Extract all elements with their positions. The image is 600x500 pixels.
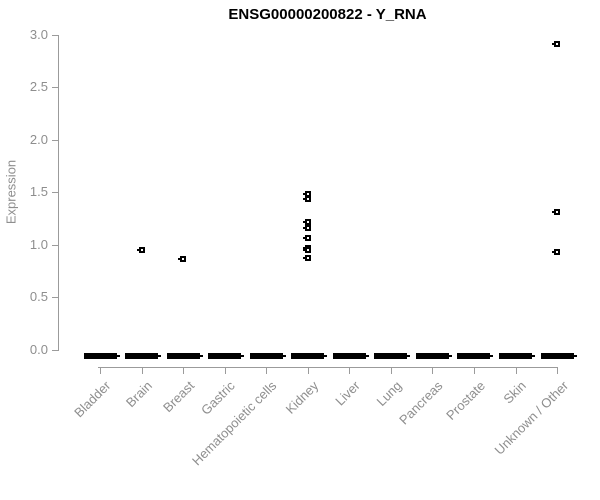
x-axis-category-label: Brain <box>123 378 156 411</box>
x-axis-tick <box>183 368 185 374</box>
data-point-marker <box>302 191 311 198</box>
y-axis-tick <box>52 349 58 351</box>
data-point-marker <box>302 196 311 203</box>
data-point-marker <box>552 208 561 215</box>
x-axis-tick <box>307 368 309 374</box>
y-axis-tick <box>52 297 58 298</box>
y-axis-tick-label: 2.0 <box>29 131 48 147</box>
x-axis-line <box>98 367 558 368</box>
y-axis-tick <box>52 87 58 88</box>
zero-expression-cluster <box>291 352 328 359</box>
data-point-marker <box>178 256 187 263</box>
x-axis-category-label: Unknown / Other <box>491 378 571 458</box>
x-axis-tick <box>557 368 559 374</box>
zero-expression-cluster <box>457 352 494 359</box>
x-axis-tick <box>224 368 226 374</box>
x-axis-tick <box>141 368 143 374</box>
x-axis-tick <box>349 368 351 374</box>
x-axis-category-label: Prostate <box>442 378 488 423</box>
zero-expression-cluster <box>415 352 452 359</box>
x-axis-tick <box>432 368 434 374</box>
y-axis-tick <box>52 34 58 36</box>
y-axis-tick <box>52 192 58 193</box>
x-axis-category-label: Skin <box>500 378 530 407</box>
data-point-marker <box>552 40 561 47</box>
x-axis-tick <box>266 368 268 374</box>
x-axis-tick <box>515 368 517 374</box>
zero-expression-cluster <box>540 352 577 359</box>
y-axis-tick <box>52 244 58 246</box>
zero-expression-cluster <box>374 352 411 359</box>
y-axis-line <box>58 34 59 351</box>
data-point-marker <box>552 248 561 255</box>
zero-expression-cluster <box>249 352 286 359</box>
x-axis-category-label: Breast <box>159 378 197 416</box>
x-axis-category-label: Liver <box>332 378 363 409</box>
x-axis-tick <box>390 368 392 374</box>
y-axis-tick-label: 0.5 <box>29 289 48 304</box>
y-axis-tick <box>52 139 58 141</box>
data-point-marker <box>302 224 311 231</box>
x-axis-category-label: Kidney <box>282 378 322 417</box>
data-point-marker <box>136 246 145 253</box>
data-point-marker <box>302 255 311 262</box>
x-axis-tick <box>473 368 475 374</box>
zero-expression-cluster <box>208 352 245 359</box>
y-axis-tick-label: 2.5 <box>29 79 48 94</box>
zero-expression-cluster <box>166 352 203 359</box>
y-axis-tick-label: 1.5 <box>29 184 48 199</box>
x-axis-category-label: Gastric <box>198 378 239 418</box>
zero-expression-cluster <box>125 352 162 359</box>
x-axis-category-label: Lung <box>373 378 405 410</box>
y-axis-tick-label: 3.0 <box>29 26 48 42</box>
zero-expression-cluster <box>332 352 369 359</box>
y-axis-tick-label: 1.0 <box>29 236 48 252</box>
zero-expression-cluster <box>499 352 535 359</box>
data-point-marker <box>302 219 311 226</box>
chart-title: ENSG00000200822 - Y_RNA <box>228 6 427 23</box>
x-axis-tick <box>100 368 101 374</box>
data-point-marker <box>302 246 311 253</box>
y-axis-tick-label: 0.0 <box>29 341 48 357</box>
zero-expression-cluster <box>83 352 120 359</box>
x-axis-category-label: Bladder <box>71 378 114 421</box>
x-axis-category-label: Pancreas <box>396 378 447 428</box>
data-point-marker <box>302 235 311 242</box>
